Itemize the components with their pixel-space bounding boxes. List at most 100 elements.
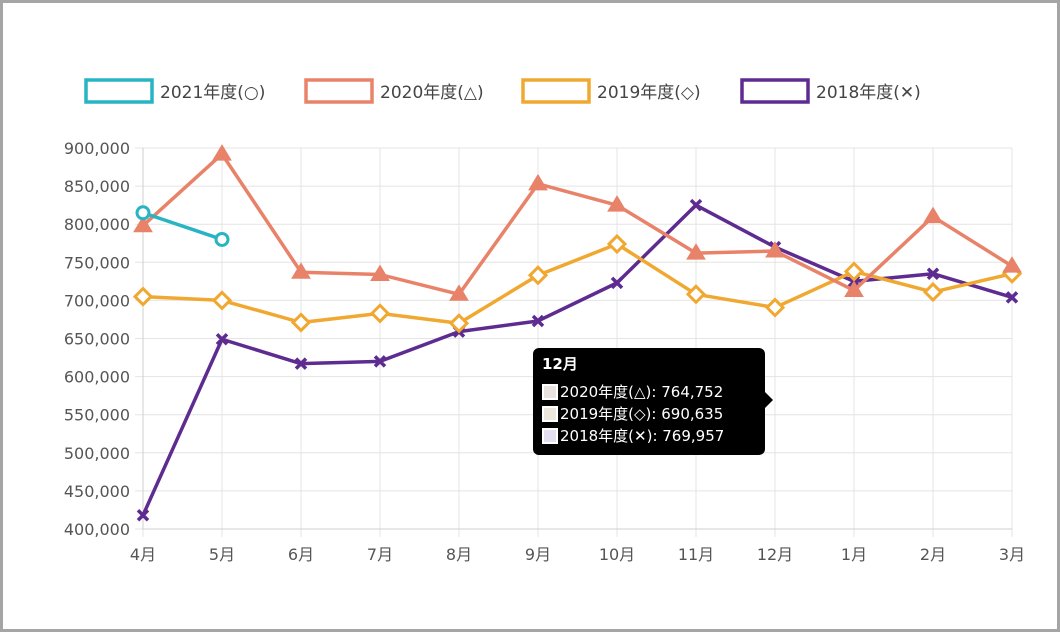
data-point	[132, 286, 154, 307]
data-point-triangle	[528, 173, 548, 191]
data-point-cross	[926, 267, 940, 280]
data-point-triangle	[212, 144, 232, 161]
data-point	[133, 215, 153, 233]
data-point-triangle	[1002, 256, 1022, 273]
legend: 2021年度(○) 2020年度(△) 2019年度(◇) 2018年度(✕)	[84, 78, 921, 104]
data-point	[606, 233, 628, 255]
grid-lines	[135, 147, 1013, 537]
tooltip-row-text: 2019年度(◇): 690,635	[560, 405, 724, 423]
data-point	[610, 276, 624, 290]
series-0	[135, 205, 230, 247]
legend-item: 2021年度(○)	[84, 78, 265, 104]
data-point	[685, 284, 707, 305]
data-point-triangle	[844, 280, 864, 297]
data-point-cross	[1005, 291, 1019, 304]
y-tick-label: 800,000	[64, 215, 130, 234]
legend-swatch	[521, 78, 591, 104]
data-point-diamond	[764, 297, 786, 318]
data-point	[211, 290, 233, 311]
data-point-diamond	[448, 313, 470, 334]
legend-label: 2019年度(◇)	[597, 83, 701, 103]
data-point-triangle	[686, 243, 706, 260]
series-line	[142, 211, 223, 242]
data-point	[212, 144, 232, 161]
series-line	[142, 242, 1013, 326]
data-point	[291, 262, 311, 279]
tooltip-swatch	[542, 384, 558, 400]
legend-swatch	[740, 78, 810, 104]
legend-item: 2018年度(✕)	[740, 78, 921, 104]
data-point	[686, 243, 706, 260]
tooltip-row: 2018年度(✕): 769,957	[542, 425, 765, 447]
data-point	[1002, 256, 1022, 273]
data-point-triangle	[133, 215, 153, 233]
x-tick-label: 5月	[209, 545, 235, 564]
data-point	[294, 357, 308, 370]
x-tick-label: 1月	[841, 545, 867, 564]
legend-label: 2021年度(○)	[160, 83, 265, 103]
data-point-triangle	[607, 195, 627, 212]
data-point	[689, 198, 703, 212]
x-tick-label: 10月	[599, 545, 635, 564]
y-tick-label: 850,000	[64, 177, 130, 196]
data-point-diamond	[369, 303, 391, 324]
tooltip-row: 2020年度(△): 764,752	[542, 381, 765, 403]
data-point-cross	[531, 314, 545, 328]
data-point	[764, 297, 786, 318]
legend-swatch	[304, 78, 374, 104]
data-point-cross	[215, 333, 229, 346]
y-tick-label: 700,000	[64, 291, 130, 310]
x-tick-label: 3月	[999, 545, 1025, 564]
tooltip-swatch	[542, 406, 558, 422]
data-point-cross	[689, 198, 703, 212]
data-point	[531, 314, 545, 328]
data-point	[923, 206, 943, 224]
data-point	[369, 303, 391, 324]
y-axis: 900,000 850,000 800,000 750,000 700,000 650,0…	[64, 139, 130, 539]
data-point-diamond	[843, 261, 865, 282]
data-point	[926, 267, 940, 280]
x-tick-label: 11月	[678, 545, 714, 564]
data-point	[449, 284, 469, 301]
data-point-diamond	[685, 284, 707, 305]
y-tick-label: 400,000	[64, 520, 130, 539]
data-point-triangle	[370, 264, 390, 281]
data-point-diamond	[132, 286, 154, 307]
data-point-triangle	[291, 262, 311, 279]
tooltip-title: 12月	[542, 355, 578, 373]
data-point	[214, 231, 230, 247]
data-point	[843, 261, 865, 282]
tooltip-caret	[765, 392, 773, 408]
x-tick-label: 2月	[920, 545, 946, 564]
legend-label: 2018年度(✕)	[816, 83, 921, 103]
data-point	[290, 312, 312, 333]
data-point	[607, 195, 627, 212]
series-lines	[132, 144, 1023, 522]
x-tick-label: 7月	[367, 545, 393, 564]
legend-swatch	[84, 78, 154, 104]
y-tick-label: 550,000	[64, 406, 130, 425]
data-point-triangle	[765, 241, 785, 258]
data-point-triangle	[923, 206, 943, 224]
data-point-cross	[136, 509, 150, 522]
data-point-circle	[135, 205, 151, 221]
data-point-circle	[214, 231, 230, 247]
data-point	[448, 313, 470, 334]
data-point-cross	[294, 357, 308, 370]
x-tick-label: 8月	[446, 545, 472, 564]
data-point	[136, 509, 150, 522]
data-point-diamond	[211, 290, 233, 311]
legend-item: 2019年度(◇)	[521, 78, 701, 104]
y-tick-label: 450,000	[64, 482, 130, 501]
y-tick-label: 600,000	[64, 368, 130, 387]
tooltip-row-text: 2018年度(✕): 769,957	[560, 427, 725, 445]
data-point-diamond	[290, 312, 312, 333]
data-point-cross	[373, 355, 387, 368]
legend-item: 2020年度(△)	[304, 78, 484, 104]
data-point	[1005, 291, 1019, 304]
data-point	[528, 173, 548, 191]
x-axis: 4月 5月 6月 7月 8月 9月 10月 11月 12月 1月 2月 3月	[130, 545, 1025, 564]
x-tick-label: 12月	[757, 545, 793, 564]
